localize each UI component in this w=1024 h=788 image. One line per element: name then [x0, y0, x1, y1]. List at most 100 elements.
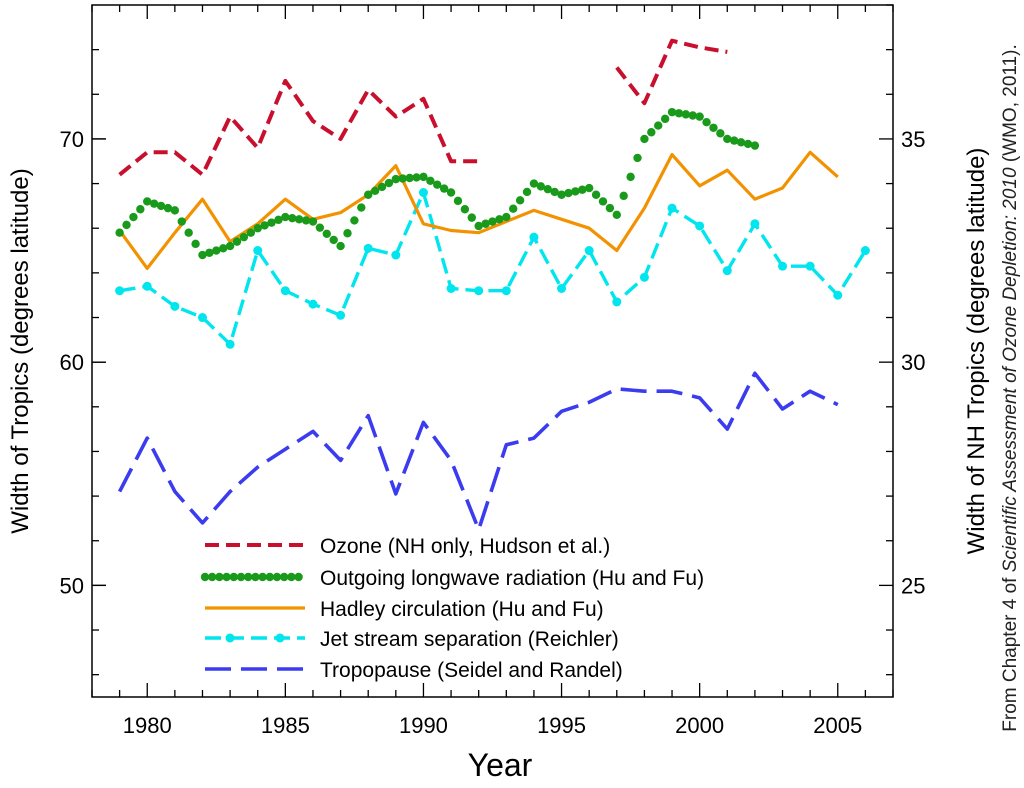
legend-swatch-1-dot — [251, 572, 260, 582]
series-1-dot — [598, 197, 608, 206]
series-1-dot — [308, 217, 318, 226]
legend-label-0: Ozone (NH only, Hudson et al.) — [320, 535, 610, 558]
series-1-dot — [156, 201, 166, 211]
legend-swatch-1-dot — [200, 572, 210, 582]
series-2 — [118, 150, 839, 270]
series-1-dot — [281, 212, 290, 222]
legend-swatch-1-dot — [222, 572, 231, 582]
legend-swatch-1-dot — [280, 572, 289, 582]
series-1-dot — [225, 241, 235, 251]
series-3-marker — [280, 286, 290, 296]
series-3-marker — [584, 246, 594, 256]
legend-swatch-1-dot — [208, 572, 217, 582]
series-3-marker — [363, 243, 373, 253]
series-4 — [118, 371, 839, 532]
series-3-marker — [612, 297, 622, 307]
y-right-tick-label: 35 — [901, 127, 925, 152]
series-1-dot — [405, 173, 414, 183]
series-1-dot — [177, 217, 186, 226]
series-1-dot — [343, 229, 352, 238]
series-1-dot — [578, 185, 587, 194]
series-1-dot — [481, 219, 490, 228]
legend-label-3: Jet stream separation (Reichler) — [320, 628, 619, 651]
series-1-dot — [398, 174, 407, 183]
credit-suffix: (WMO, 2011). — [1000, 44, 1021, 167]
series-3-marker — [722, 266, 732, 276]
source-credit: From Chapter 4 of Scientific Assessment … — [1000, 44, 1021, 731]
series-3-marker — [142, 281, 152, 291]
series-1-dot — [612, 210, 621, 220]
y-left-tick-label: 50 — [60, 573, 84, 598]
ticks-layer: 1980 1985 1990 1995 2000 2005 50 60 70 25 30 35 — [60, 4, 925, 738]
series-3-marker — [695, 221, 705, 231]
series-1-dot — [370, 186, 380, 196]
series-1-dot — [550, 187, 559, 197]
series-1-dot — [294, 215, 304, 224]
legend-swatch-1-dot — [236, 572, 246, 582]
series-3-marker — [225, 339, 235, 349]
y-right-tick-label: 30 — [901, 350, 925, 375]
series-1-dot — [122, 220, 131, 230]
x-axis-title: Year — [468, 747, 533, 783]
legend-label-1: Outgoing longwave radiation (Hu and Fu) — [320, 567, 704, 590]
series-3-marker — [170, 301, 180, 311]
series-1-dot — [474, 221, 483, 231]
series-1-dot — [136, 205, 145, 214]
series-3 — [115, 188, 870, 349]
series-1-dot — [515, 196, 525, 205]
series-1-dot — [115, 228, 124, 237]
series-3-marker — [308, 299, 318, 309]
series-1-dot — [260, 221, 269, 230]
series-1-dot — [198, 250, 207, 260]
series-3-marker — [557, 283, 567, 293]
x-tick-label: 1990 — [399, 713, 448, 738]
series-3-marker — [115, 286, 125, 296]
series-3-marker — [253, 246, 263, 256]
series-1-dot — [315, 223, 325, 232]
series-1-dot — [350, 216, 359, 225]
series-1-dot — [274, 215, 283, 225]
series-1-dot — [212, 246, 221, 255]
series-3-marker — [750, 219, 760, 229]
series-1-dot — [674, 109, 684, 118]
x-tick-label: 1995 — [537, 713, 586, 738]
series-1-dot — [218, 244, 228, 253]
series-1-dot — [750, 141, 760, 150]
series-1-dot — [336, 241, 345, 251]
legend-swatch-1-dot — [294, 572, 303, 582]
y-axis-title-right: Width of NH Tropics (degrees latitude) — [963, 148, 990, 555]
series-1 — [115, 107, 760, 260]
series-1-dot — [502, 212, 511, 222]
x-tick-label: 1985 — [261, 713, 310, 738]
series-0-line-0 — [118, 78, 479, 177]
series-1-dot — [163, 203, 173, 213]
series-0-line-1 — [615, 38, 728, 106]
series-1-dot — [170, 206, 180, 215]
series-3-marker — [860, 246, 870, 256]
series-1-dot — [605, 203, 615, 213]
series-1-dot — [439, 184, 449, 193]
series-1-dot — [364, 190, 373, 199]
series-1-dot — [571, 187, 580, 196]
series-4-line-0 — [118, 371, 839, 532]
series-1-dot — [591, 190, 601, 199]
series-1-dot — [246, 228, 256, 237]
legend-swatch-1-dot — [244, 572, 253, 582]
y-right-tick-label: 25 — [901, 573, 925, 598]
series-3-marker — [197, 313, 207, 323]
series-1-dot — [543, 184, 552, 194]
series-1-dot — [509, 204, 518, 213]
series-1-dot — [184, 228, 193, 237]
series-1-dot — [467, 213, 476, 222]
series-1-dot — [647, 128, 656, 137]
series-1-dot — [716, 129, 725, 138]
series-3-marker — [667, 203, 677, 213]
series-1-dot — [536, 182, 546, 191]
legend-swatch-1-dot — [272, 572, 282, 582]
series-1-dot — [426, 176, 435, 185]
x-tick-label: 2000 — [675, 713, 724, 738]
series-1-dot — [253, 224, 262, 233]
series-1-dot — [619, 191, 628, 201]
